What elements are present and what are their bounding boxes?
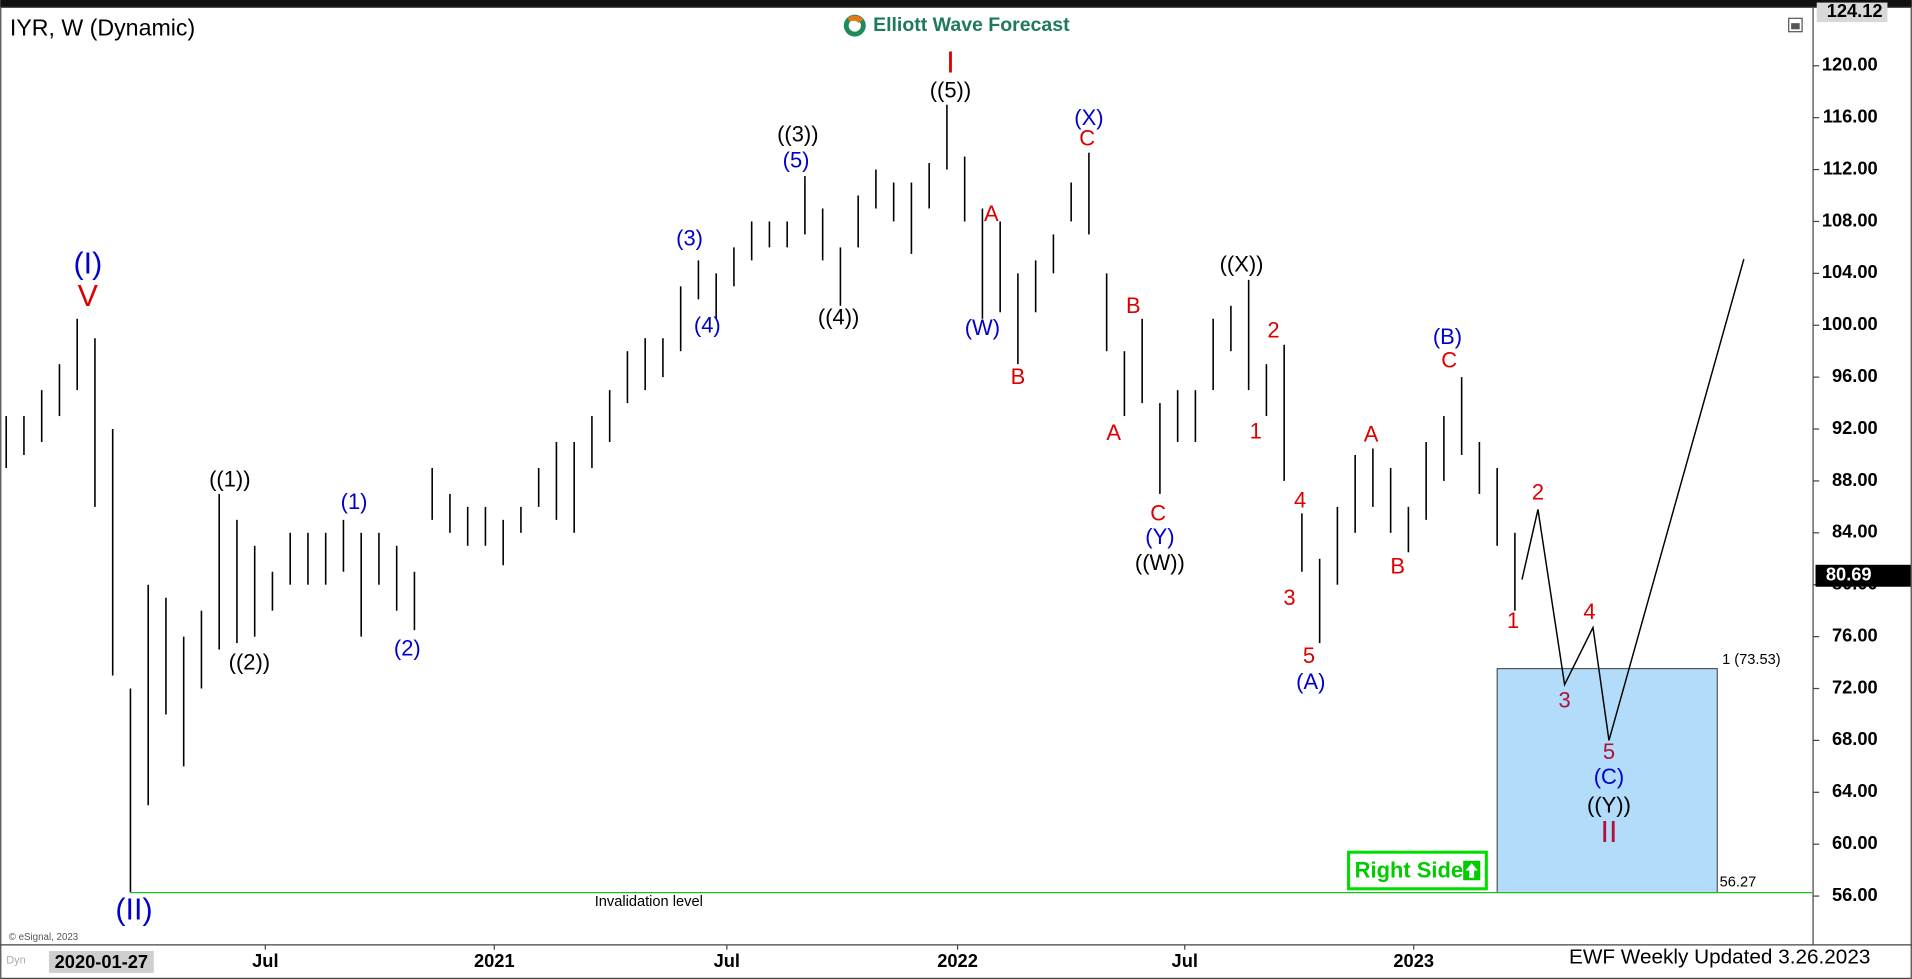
wave-label: (C) (1594, 764, 1624, 789)
wave-label: C (1079, 126, 1095, 151)
date-marker: 2020-01-27 (55, 951, 148, 972)
wave-label: (B) (1433, 324, 1462, 349)
side-arrow (1465, 863, 1478, 878)
copyright: © eSignal, 2023 (9, 932, 79, 943)
y-tick-label: 64.00 (1832, 780, 1878, 801)
y-tick-label: 60.00 (1832, 832, 1878, 853)
wave-label: A (984, 201, 999, 226)
wave-label: B (1390, 554, 1405, 579)
x-tick-label: Jul (252, 950, 278, 971)
chart-title: IYR, W (Dynamic) (10, 14, 195, 40)
wave-label: A (1364, 421, 1379, 446)
wave-label: ((2)) (229, 650, 270, 675)
y-tick-label: 116.00 (1823, 105, 1878, 126)
wave-label: (I) (73, 247, 102, 281)
x-tick-label: 2023 (1393, 950, 1434, 971)
invalidation-label: Invalidation level (595, 894, 703, 910)
date-marker-box (48, 950, 154, 973)
wave-label: (4) (694, 312, 721, 337)
wave-label: ((1)) (209, 467, 250, 492)
wave-label: 5 (1603, 739, 1615, 764)
y-tick-label: 76.00 (1832, 624, 1878, 645)
wave-label: A (1106, 420, 1121, 445)
y-tick-label: 88.00 (1832, 469, 1878, 490)
target-box (1496, 668, 1718, 894)
top-price-box (1816, 2, 1888, 23)
wave-label: C (1150, 500, 1166, 525)
y-tick-label: 56.00 (1832, 884, 1878, 905)
top-bar (0, 0, 1912, 8)
wave-label: 3 (1558, 687, 1570, 712)
wave-label: (Y) (1145, 524, 1174, 549)
wave-label: 3 (1283, 585, 1295, 610)
wave-label: (W) (965, 315, 1000, 340)
y-tick-label: 104.00 (1822, 261, 1878, 282)
y-tick-label: 92.00 (1832, 417, 1878, 438)
wave-label: 1 (1250, 419, 1262, 444)
y-tick-label: 108.00 (1822, 209, 1878, 230)
logo: Elliott Wave Forecast (843, 14, 1070, 37)
wave-label: 4 (1583, 599, 1595, 624)
top-price: 124.12 (1827, 0, 1883, 21)
y-tick-label: 100.00 (1822, 313, 1878, 334)
window-icon (1788, 17, 1803, 33)
wave-label: I (946, 46, 954, 80)
wave-label: (5) (783, 148, 810, 173)
frame (0, 6, 1912, 979)
wave-label: ((W)) (1135, 550, 1185, 575)
logo-text: Elliott Wave Forecast (873, 14, 1070, 36)
last-price: 80.69 (1826, 564, 1872, 585)
side-label: Right Side (1355, 858, 1463, 883)
wave-label: (2) (394, 635, 421, 660)
wave-label: ((X)) (1220, 251, 1264, 276)
wave-label: (3) (676, 225, 703, 250)
wave-label: (1) (341, 489, 368, 514)
y-tick-label: 68.00 (1832, 728, 1878, 749)
target-top-label: 1 (73.53) (1722, 652, 1781, 668)
x-tick-label: 2021 (474, 950, 515, 971)
wave-label: V (78, 279, 99, 313)
mode-label: Dyn (6, 955, 26, 967)
wave-label: B (1011, 364, 1026, 389)
projection-path (1521, 258, 1745, 741)
y-tick-label: 72.00 (1832, 676, 1878, 697)
wave-label: 4 (1294, 487, 1306, 512)
y-tick-label: 96.00 (1832, 365, 1878, 386)
wave-label: (A) (1296, 669, 1325, 694)
x-tick-label: Jul (714, 950, 740, 971)
wave-label: (II) (115, 893, 152, 927)
last-price-box (1815, 564, 1911, 587)
wave-label: 2 (1267, 318, 1279, 343)
wave-label: II (1600, 815, 1617, 849)
wave-label: C (1441, 347, 1457, 372)
wave-label: (X) (1074, 105, 1103, 130)
x-tick-label: Jul (1172, 950, 1198, 971)
window-icon (1791, 23, 1800, 30)
wave-label: 5 (1303, 643, 1315, 668)
wave-label: ((Y)) (1587, 792, 1631, 817)
y-tick-label: 84.00 (1832, 521, 1878, 542)
wave-label: ((4)) (818, 305, 859, 330)
wave-label: 1 (1507, 608, 1519, 633)
logo-icon (848, 19, 861, 32)
y-tick-label: 112.00 (1823, 157, 1878, 178)
wave-label: ((5)) (930, 78, 971, 103)
wave-label: 2 (1532, 480, 1544, 505)
y-tick-label: 120.00 (1822, 54, 1878, 75)
footer: EWF Weekly Updated 3.26.2023 (1569, 946, 1870, 969)
logo-icon (847, 15, 864, 24)
wave-label: ((3)) (777, 122, 818, 147)
side-badge: Right Side (1347, 850, 1488, 891)
x-tick-label: 2022 (937, 950, 978, 971)
target-bottom-label: 56.27 (1720, 875, 1757, 891)
wave-label: B (1126, 293, 1141, 318)
